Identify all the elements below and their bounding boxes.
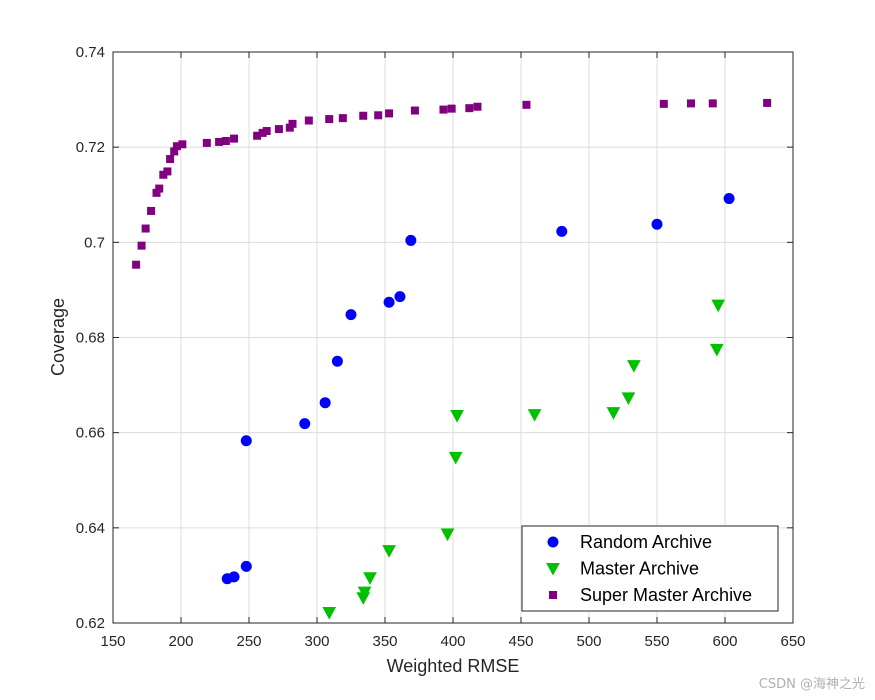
data-point [155,184,164,193]
y-tick-label: 0.66 [76,425,105,442]
legend-marker [549,591,557,599]
data-point [172,142,181,151]
data-point [137,241,146,250]
legend-box [521,525,779,612]
data-point [258,128,267,137]
data-point [325,115,334,124]
data-point [322,607,337,620]
data-point [319,397,331,409]
data-point [202,138,211,147]
data-point [410,106,419,115]
data-point [440,528,455,542]
data-point [556,225,568,237]
data-point [304,116,313,125]
data-point [359,111,368,120]
series-super-master-archive [132,98,772,269]
data-point [450,410,464,423]
legend-label: Master Archive [580,559,699,579]
data-point [763,98,772,107]
data-point [178,140,187,149]
legend: Random Archive Master Archive Super Master… [521,525,779,612]
data-point [405,234,417,246]
x-tick-label: 400 [440,633,465,650]
series-master-archive [322,299,726,620]
data-point [711,299,726,313]
data-point [363,572,377,585]
data-point [473,102,482,111]
y-axis-label: Coverage [48,298,68,376]
data-point [385,109,394,118]
data-point [522,100,531,109]
data-point [394,291,406,303]
data-point [215,137,224,146]
x-tick-label: 600 [712,633,737,650]
legend-label: Super Master Archive [580,585,752,605]
data-point [262,126,271,135]
data-point [331,355,343,367]
data-point [659,99,668,108]
data-point [723,193,735,205]
x-tick-label: 650 [780,633,805,650]
data-point [221,136,230,145]
data-point [338,114,347,123]
data-point [240,435,252,447]
data-point [230,134,239,143]
x-tick-label: 500 [576,633,601,650]
legend-marker [546,563,560,576]
data-point [170,147,179,156]
x-tick-label: 350 [372,633,397,650]
data-point [253,131,262,140]
watermark: CSDN @海神之光 [758,677,865,692]
data-point [383,296,395,308]
data-point [382,545,396,558]
series-random-archive [221,193,735,585]
data-point [651,218,663,230]
data-point [708,99,717,108]
data-point [627,360,641,373]
y-tick-label: 0.74 [76,44,105,61]
x-tick-label: 250 [236,633,261,650]
y-tick-label: 0.64 [76,520,105,537]
data-point [447,104,456,113]
data-point [166,155,175,164]
y-tick-label: 0.72 [76,139,105,156]
data-series [132,98,772,620]
data-point [621,392,636,405]
data-point [288,119,297,128]
axis-ticks: 150 200 250 300 350 400 450 500 550 600 650 0.62 0.6… [76,44,806,650]
data-point [345,309,357,321]
legend-label: Random Archive [580,532,712,552]
data-point [299,418,311,430]
data-point [527,409,542,422]
data-point [240,560,252,572]
x-tick-label: 450 [508,633,533,650]
data-point [228,571,240,583]
legend-marker [547,536,559,548]
data-point [274,125,283,134]
x-tick-label: 150 [100,633,125,650]
data-point [152,188,161,197]
data-point [374,111,383,120]
data-point [465,104,474,113]
data-point [357,586,372,600]
data-point [159,170,168,179]
x-tick-label: 200 [168,633,193,650]
data-point [141,224,150,233]
data-point [687,99,695,108]
x-tick-label: 550 [644,633,669,650]
data-point [163,167,172,176]
y-tick-label: 0.62 [76,615,105,632]
data-point [606,407,621,420]
data-point [147,206,156,215]
x-axis-label: Weighted RMSE [387,656,520,676]
y-tick-label: 0.68 [76,330,105,347]
data-point [132,260,141,269]
data-point [709,343,724,357]
y-tick-label: 0.7 [84,234,105,251]
data-point [439,105,448,114]
data-point [448,451,463,465]
x-tick-label: 300 [304,633,329,650]
